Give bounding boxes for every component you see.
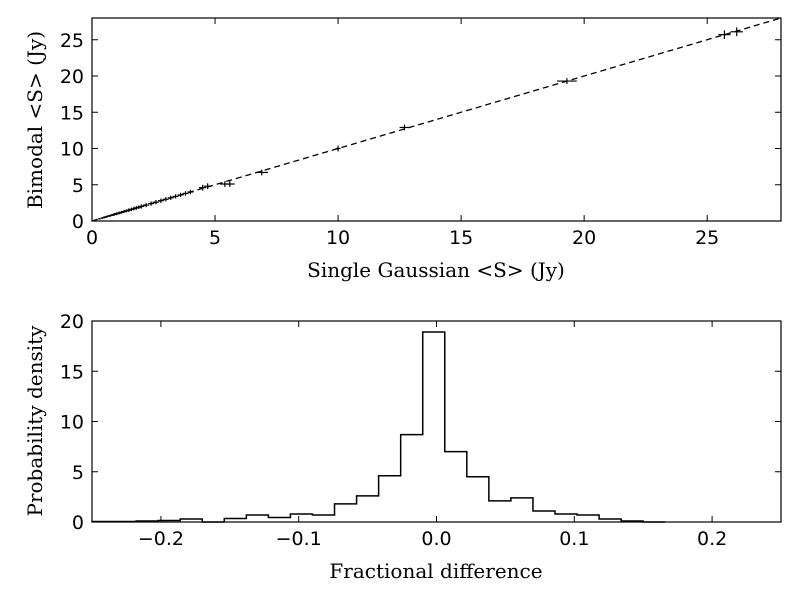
histogram-bin bbox=[555, 514, 577, 522]
scatter-axes-frame bbox=[91, 17, 782, 222]
x-tick-label: 25 bbox=[695, 227, 719, 249]
y-tick-label: 25 bbox=[60, 30, 84, 52]
histogram-x-axis-label: Fractional difference bbox=[329, 559, 542, 583]
scatter-x-axis-label: Single Gaussian <S> (Jy) bbox=[307, 258, 565, 282]
histogram-bin bbox=[357, 496, 379, 522]
data-point bbox=[335, 145, 341, 152]
x-tick-label: −0.2 bbox=[138, 528, 184, 550]
histogram-axes-frame bbox=[91, 320, 782, 523]
x-tick-label: 0 bbox=[86, 227, 98, 249]
y-tick-label: 15 bbox=[60, 361, 84, 383]
data-point bbox=[100, 217, 104, 219]
y-tick-label: 0 bbox=[72, 211, 84, 233]
x-tick-label: 10 bbox=[326, 227, 350, 249]
data-point bbox=[557, 78, 577, 84]
data-point bbox=[172, 194, 179, 199]
data-point bbox=[177, 192, 184, 198]
histogram-bin bbox=[379, 476, 401, 522]
y-tick-label: 20 bbox=[60, 311, 84, 333]
y-tick-label: 10 bbox=[60, 139, 84, 161]
data-point bbox=[718, 30, 731, 40]
data-point bbox=[105, 215, 109, 218]
data-point bbox=[162, 197, 169, 202]
data-point bbox=[148, 201, 155, 206]
data-point bbox=[102, 216, 106, 219]
y-tick-label: 10 bbox=[60, 412, 84, 434]
data-point bbox=[114, 212, 119, 216]
histogram-y-axis-label: Probability density bbox=[23, 325, 47, 517]
data-point bbox=[107, 214, 111, 218]
data-point bbox=[187, 189, 194, 195]
data-point bbox=[112, 213, 117, 216]
histogram-bin bbox=[577, 515, 599, 522]
data-point bbox=[153, 199, 159, 205]
y-tick-label: 0 bbox=[72, 512, 84, 534]
scatter-plot: 0 5 10 15 20 25 0 5 10 15 20 25 Single Gaussian <S>… bbox=[23, 17, 782, 282]
scatter-ticks: 0 5 10 15 20 25 0 5 10 15 20 25 bbox=[60, 18, 781, 249]
y-tick-label: 5 bbox=[72, 175, 84, 197]
data-point bbox=[117, 211, 122, 215]
histogram-bin bbox=[533, 511, 555, 522]
x-tick-label: 20 bbox=[572, 227, 596, 249]
histogram-bin bbox=[489, 501, 511, 522]
y-tick-label: 20 bbox=[60, 66, 84, 88]
data-point bbox=[109, 214, 114, 217]
histogram-ticks: −0.2 −0.1 0.0 0.1 0.2 0 5 10 15 20 bbox=[60, 311, 781, 550]
x-tick-label: −0.1 bbox=[276, 528, 322, 550]
data-point bbox=[255, 169, 268, 176]
one-to-one-reference-line bbox=[91, 17, 782, 222]
x-tick-label: 15 bbox=[449, 227, 473, 249]
y-tick-label: 15 bbox=[60, 102, 84, 124]
data-point bbox=[119, 210, 124, 214]
data-point bbox=[138, 204, 145, 209]
scatter-y-axis-label: Bimodal <S> (Jy) bbox=[23, 31, 47, 209]
data-point bbox=[143, 202, 150, 208]
data-point bbox=[157, 198, 164, 203]
data-point bbox=[182, 191, 189, 196]
histogram-bin bbox=[445, 452, 467, 522]
histogram-step-outline bbox=[91, 331, 666, 523]
histogram-bin bbox=[423, 332, 445, 522]
histogram-content bbox=[91, 331, 666, 523]
histogram-bin bbox=[467, 477, 489, 522]
data-point bbox=[730, 27, 743, 37]
scatter-content bbox=[91, 17, 782, 222]
data-point bbox=[224, 181, 235, 187]
data-point bbox=[199, 184, 207, 191]
x-tick-label: 0.1 bbox=[559, 528, 589, 550]
histogram-bin bbox=[511, 498, 533, 522]
histogram-bin bbox=[335, 504, 357, 522]
x-tick-label: 0.0 bbox=[421, 528, 451, 550]
y-tick-label: 5 bbox=[72, 462, 84, 484]
histogram-bin bbox=[246, 515, 268, 522]
histogram-bin bbox=[290, 514, 312, 522]
data-point bbox=[98, 218, 101, 220]
histogram-bin bbox=[312, 515, 334, 522]
histogram-bin bbox=[401, 435, 423, 522]
histogram-plot: −0.2 −0.1 0.0 0.1 0.2 0 5 10 15 20 Fractional dif… bbox=[23, 311, 782, 583]
x-tick-label: 5 bbox=[209, 227, 221, 249]
data-point bbox=[167, 195, 174, 200]
data-point bbox=[399, 124, 410, 131]
x-tick-label: 0.2 bbox=[697, 528, 727, 550]
data-point bbox=[203, 183, 212, 190]
